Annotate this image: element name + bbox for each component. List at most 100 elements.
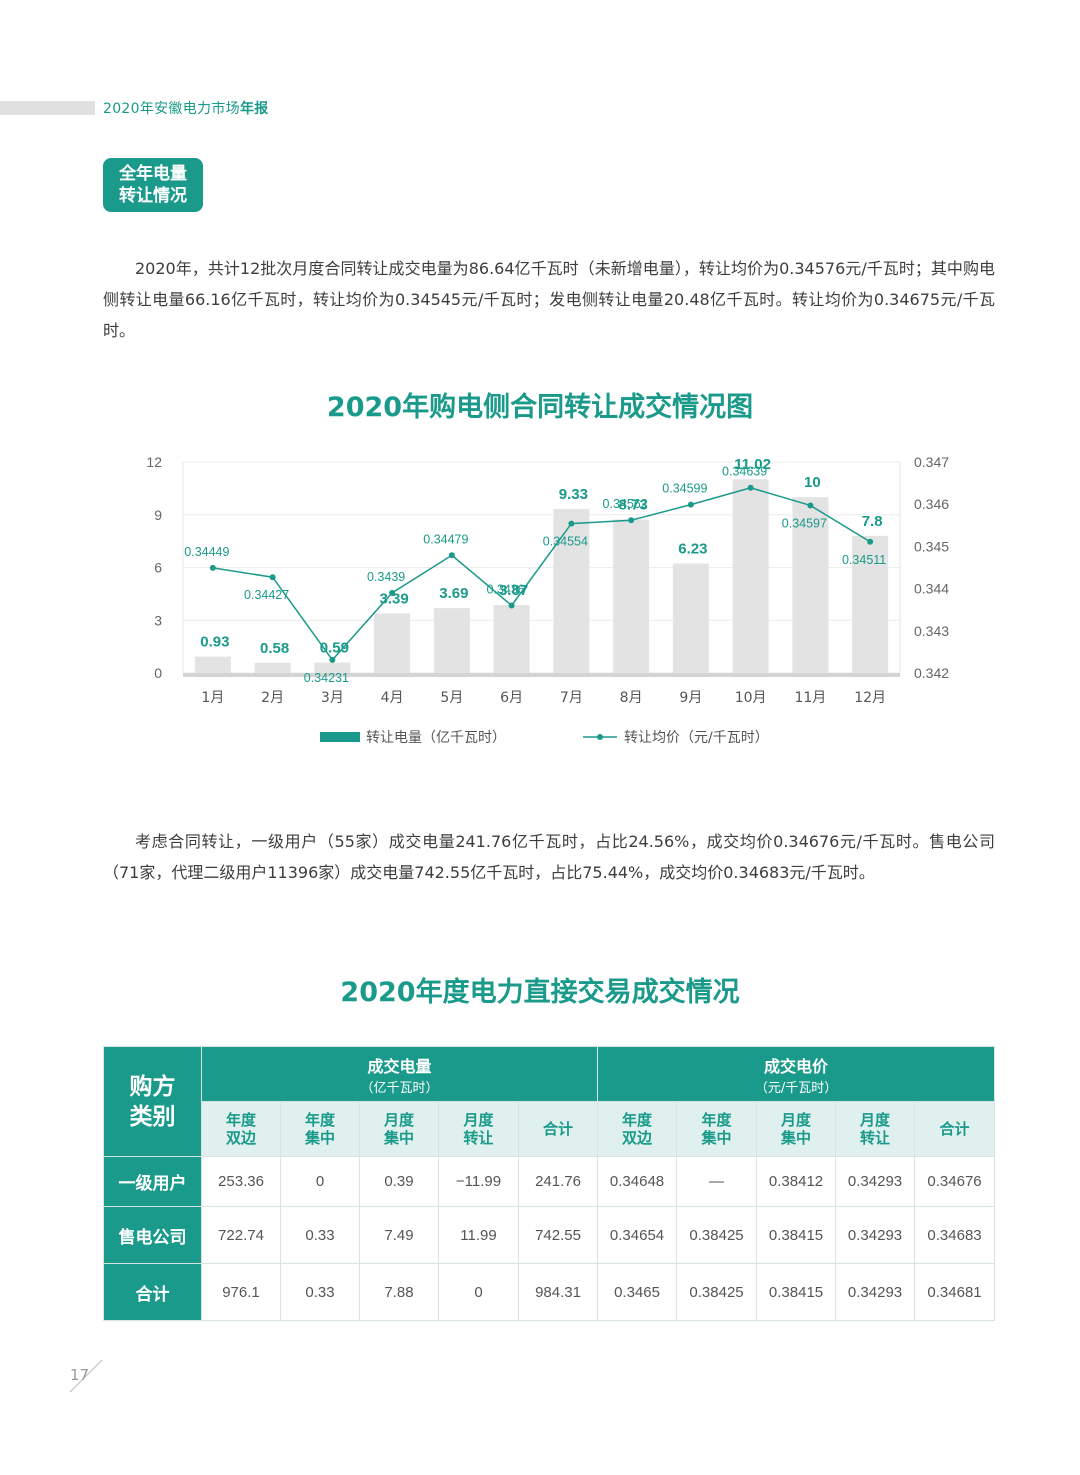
price-point <box>209 564 216 571</box>
price-point <box>747 484 754 491</box>
price-point <box>867 538 874 545</box>
bar <box>433 608 470 673</box>
legend-line-dot <box>597 734 603 740</box>
line-value-label: 0.34231 <box>304 671 349 685</box>
price-group-title: 成交电价 <box>764 1056 829 1076</box>
page-number: 17 <box>70 1366 90 1384</box>
line-value-label: 0.34479 <box>423 532 468 546</box>
left-tick-label: 0 <box>154 665 162 681</box>
table-cell: −11.99 <box>438 1156 519 1207</box>
sub-header: 年度 双边 <box>597 1101 678 1157</box>
sub-header-line2: 双边 <box>225 1129 256 1147</box>
right-tick-label: 0.346 <box>914 496 949 512</box>
sub-header-line2: 集中 <box>701 1129 732 1147</box>
report-header-title: 2020年安徽电力市场年报 <box>103 101 269 117</box>
x-tick-label: 8月 <box>620 690 643 706</box>
price-point <box>568 520 575 527</box>
table-title: 2020年度电力直接交易成交情况 <box>340 977 740 1008</box>
x-tick-label: 12月 <box>854 690 886 706</box>
line-value-label: 0.34639 <box>722 465 767 479</box>
x-tick-label: 10月 <box>735 690 767 706</box>
sub-header-line1: 年度 <box>701 1111 732 1129</box>
table-cell: 0.34681 <box>914 1263 996 1321</box>
bar <box>553 508 590 673</box>
line-value-label: 0.34554 <box>543 535 588 549</box>
sub-header: 月度 集中 <box>359 1101 439 1157</box>
table-cell: 7.49 <box>359 1206 439 1264</box>
legend-line-label: 转让均价（元/千瓦时） <box>624 730 769 746</box>
table-cell: 0.33 <box>280 1206 360 1264</box>
sub-header-line2: 集中 <box>304 1129 335 1147</box>
legend-bar-label: 转让电量（亿千瓦时） <box>366 730 506 746</box>
bar-value-label: 0.93 <box>200 634 229 651</box>
table-cell: 0.3465 <box>597 1263 678 1321</box>
table-cell: 742.55 <box>517 1206 599 1264</box>
table-cell: 0.34293 <box>835 1263 916 1321</box>
line-value-label: 0.34597 <box>782 516 827 530</box>
table-cell: 11.99 <box>438 1206 519 1264</box>
price-point <box>628 517 635 524</box>
sub-header-line2: 集中 <box>383 1129 414 1147</box>
bar-value-label: 9.33 <box>559 486 588 503</box>
bar-value-label: 3.87 <box>499 582 528 599</box>
section-tag: 全年电量 转让情况 <box>103 158 203 212</box>
left-tick-label: 6 <box>154 560 162 576</box>
page-slash-decoration <box>69 1359 103 1393</box>
table-cell: 0.34683 <box>914 1206 996 1264</box>
sub-header-line1: 月度 <box>781 1111 812 1129</box>
line-value-label: 0.34511 <box>842 553 886 567</box>
transfer-chart: 0 3 6 9 12 0.342 0.343 0.344 0.345 0.346 0.347 1月 2月… <box>146 454 949 746</box>
section-tag-line1: 全年电量 <box>119 164 187 184</box>
sub-header-line2: 转让 <box>463 1129 494 1147</box>
price-group-header: 成交电价 （元/千瓦时） <box>597 1046 996 1102</box>
bar <box>672 563 709 673</box>
x-tick-label: 3月 <box>321 690 344 706</box>
table-cell: 0.34654 <box>597 1206 678 1264</box>
legend-bar-swatch <box>320 732 360 742</box>
right-tick-label: 0.347 <box>914 454 949 470</box>
sub-header-line1: 年度 <box>225 1111 256 1129</box>
bar <box>194 656 231 673</box>
table-cell: 0.38412 <box>756 1156 837 1207</box>
table-cell: 722.74 <box>201 1206 281 1264</box>
row-label: 售电公司 <box>103 1206 202 1264</box>
sub-header-line1: 月度 <box>860 1111 891 1129</box>
sub-header-line1: 年度 <box>622 1111 653 1129</box>
volume-group-title: 成交电量 <box>367 1056 432 1076</box>
left-tick-label: 3 <box>154 612 162 628</box>
x-tick-label: 7月 <box>560 690 583 706</box>
table-cell: 0.39 <box>359 1156 439 1207</box>
price-point <box>329 656 336 663</box>
sub-header: 月度 转让 <box>835 1101 916 1157</box>
line-value-label: 0.34599 <box>662 482 707 496</box>
price-point <box>269 574 276 581</box>
bar <box>493 604 530 673</box>
bar-value-label: 3.39 <box>380 590 409 607</box>
bar <box>732 479 769 673</box>
table-cell: 0.38415 <box>756 1263 837 1321</box>
price-point <box>687 501 694 508</box>
sub-header: 合计 <box>517 1101 599 1157</box>
table-row: 一级用户 253.36 0 0.39 −11.99 241.76 0.34648—0.384… <box>103 1156 996 1207</box>
x-tick-label: 5月 <box>440 690 463 706</box>
right-tick-label: 0.342 <box>914 665 949 681</box>
volume-group-header: 成交电量 （亿千瓦时） <box>200 1046 599 1102</box>
bar-value-label: 0.58 <box>260 640 289 657</box>
trade-table: 购方 类别 成交电量 （亿千瓦时） 成交电价 （元/千瓦时） 年度 双边 年度 集中月… <box>103 1046 996 1321</box>
line-value-label: 0.3436 <box>487 582 525 596</box>
section-tag-line2: 转让情况 <box>119 186 187 206</box>
table-cell: 253.36 <box>201 1156 281 1207</box>
x-tick-label: 2月 <box>261 690 284 706</box>
table-cell: 0 <box>438 1263 519 1321</box>
table-cell: 0.34648 <box>597 1156 678 1207</box>
bar <box>792 497 829 673</box>
sub-header-line1: 月度 <box>383 1111 414 1129</box>
price-point <box>448 552 455 559</box>
table-cell: 976.1 <box>201 1263 281 1321</box>
bar <box>254 662 291 673</box>
bar-value-label: 7.8 <box>862 513 883 530</box>
price-point <box>389 589 396 596</box>
sub-header-line2: 转让 <box>860 1129 891 1147</box>
bar-value-label: 3.69 <box>439 585 468 602</box>
price-group-unit: （元/千瓦时） <box>754 1080 838 1096</box>
